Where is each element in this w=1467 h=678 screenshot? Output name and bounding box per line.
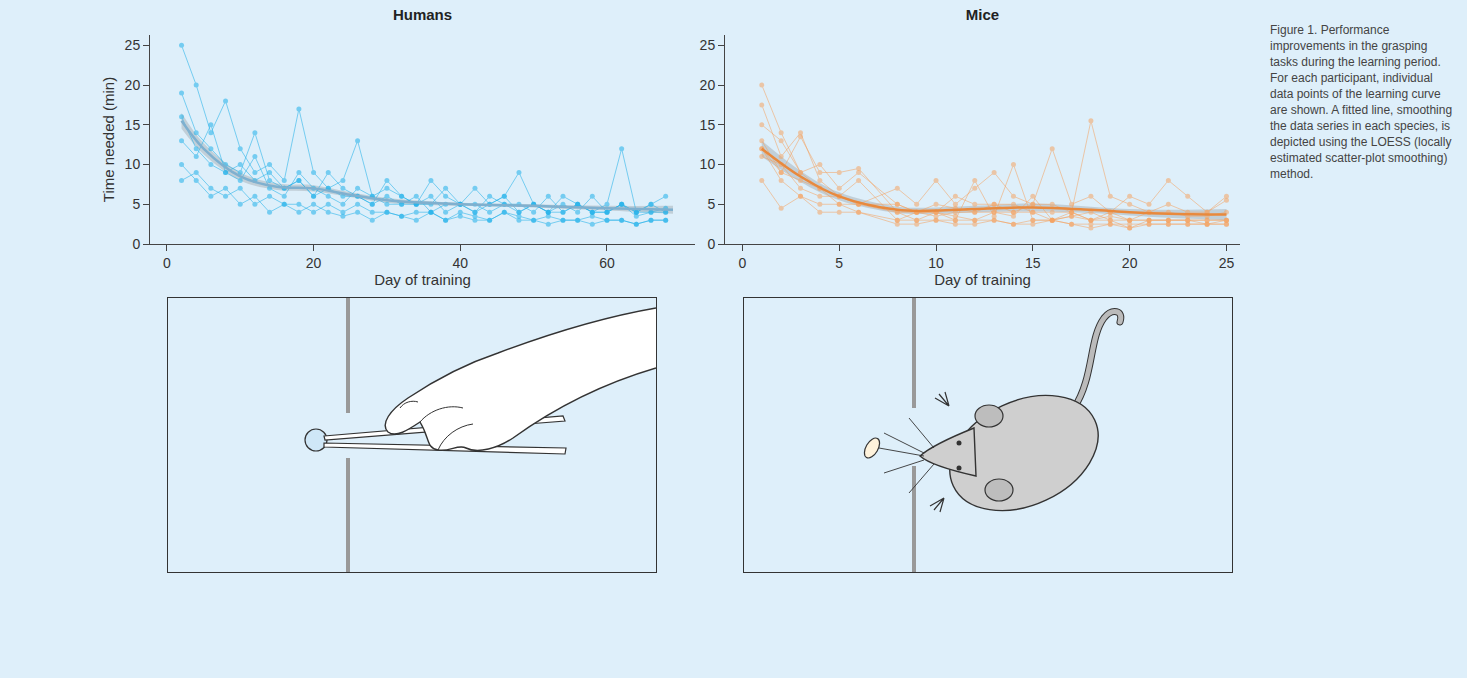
svg-text:15: 15 (1025, 255, 1041, 271)
svg-text:5: 5 (707, 196, 715, 212)
svg-text:Time needed (min): Time needed (min) (100, 77, 117, 202)
svg-text:10: 10 (700, 156, 716, 172)
html-text:Figure 1. Performance improvem: Figure 1. Performance improvements in th… (1270, 23, 1453, 181)
svg-text:10: 10 (125, 156, 141, 172)
svg-text:Humans: Humans (393, 6, 452, 23)
svg-text:15: 15 (125, 117, 141, 133)
svg-text:10: 10 (928, 255, 944, 271)
svg-text:0: 0 (739, 255, 747, 271)
svg-text:20: 20 (1122, 255, 1138, 271)
svg-text:25: 25 (1219, 255, 1235, 271)
svg-text:40: 40 (452, 255, 468, 271)
svg-text:Day of training: Day of training (374, 271, 471, 288)
svg-text:Day of training: Day of training (934, 271, 1031, 288)
svg-text:25: 25 (125, 37, 141, 53)
svg-text:0: 0 (707, 236, 715, 252)
svg-text:0: 0 (132, 236, 140, 252)
svg-text:0: 0 (163, 255, 171, 271)
svg-text:20: 20 (700, 77, 716, 93)
svg-text:25: 25 (700, 37, 716, 53)
svg-text:5: 5 (132, 196, 140, 212)
svg-text:15: 15 (700, 117, 716, 133)
svg-text:20: 20 (306, 255, 322, 271)
svg-text:Mice: Mice (966, 6, 999, 23)
svg-text:20: 20 (125, 77, 141, 93)
svg-text:5: 5 (835, 255, 843, 271)
svg-text:60: 60 (599, 255, 615, 271)
